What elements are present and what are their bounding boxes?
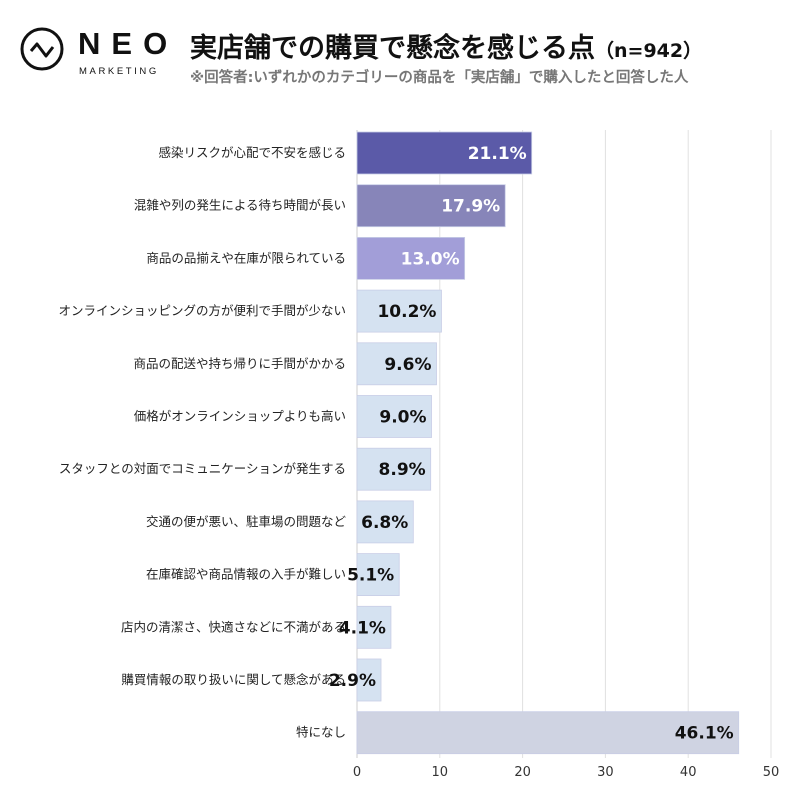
data-label: 5.1%: [347, 566, 394, 586]
data-label: 2.9%: [329, 671, 376, 691]
chart-title: 実店舗での購買で懸念を感じる点（n=942）: [190, 26, 702, 65]
data-label: 13.0%: [401, 249, 460, 269]
x-tick-label: 20: [514, 765, 531, 780]
category-label: スタッフとの対面でコミュニケーションが発生する: [59, 461, 346, 476]
category-label: 特になし: [296, 725, 346, 740]
bar: [356, 184, 506, 228]
data-label: 4.1%: [339, 618, 386, 638]
bar: [356, 500, 414, 544]
category-label: オンラインショッピングの方が便利で手間が少ない: [58, 303, 346, 318]
bar: [356, 605, 392, 649]
data-label: 17.9%: [441, 197, 500, 217]
data-label: 10.2%: [377, 302, 436, 322]
category-label: 感染リスクが心配で不安を感じる: [158, 145, 346, 160]
bar: [356, 236, 466, 280]
bar: [356, 395, 432, 438]
data-label: 21.1%: [468, 144, 527, 164]
logo-wordmark: NEO: [78, 26, 179, 61]
logo-subtext: MARKETING: [79, 66, 159, 77]
bar: [356, 711, 740, 755]
category-label: 在庫確認や商品情報の入手が難しい: [146, 567, 346, 582]
bar: [356, 447, 432, 491]
chart-subtitle: ※回答者:いずれかのカテゴリーの商品を「実店舗」で購入したと回答した人: [190, 70, 689, 86]
data-label: 6.8%: [361, 513, 408, 533]
bar: [356, 553, 400, 596]
category-label: 商品の配送や持ち帰りに手間がかかる: [133, 356, 346, 371]
category-label: 交通の便が悪い、駐車場の問題など: [146, 514, 347, 529]
x-tick-label: 40: [680, 765, 697, 780]
neo-marketing-logo: NEO MARKETING: [20, 22, 180, 82]
category-label: 価格がオンラインショップよりも高い: [134, 409, 346, 424]
data-label: 9.6%: [384, 355, 431, 375]
category-label: 購買情報の取り扱いに関して懸念がある: [121, 672, 346, 687]
x-tick-label: 10: [432, 765, 449, 780]
bar: [356, 658, 382, 702]
category-label: 混雑や列の発生による待ち時間が長い: [134, 198, 346, 213]
data-label: 8.9%: [379, 460, 426, 480]
data-label: 9.0%: [379, 408, 426, 428]
bar: [356, 342, 437, 386]
bar: [356, 131, 533, 175]
x-tick-label: 30: [597, 765, 614, 780]
category-label: 店内の清潔さ、快適さなどに不満がある: [121, 619, 346, 634]
x-tick-label: 0: [353, 765, 361, 780]
bar: [356, 289, 442, 333]
data-label: 46.1%: [675, 724, 734, 744]
title-text: 実店舗での購買で懸念を感じる点: [190, 33, 595, 64]
category-label: 商品の品揃えや在庫が限られている: [146, 250, 346, 265]
sample-size: （n=942）: [595, 40, 703, 62]
logo-wave-icon: [20, 27, 64, 71]
x-tick-label: 50: [763, 765, 780, 780]
